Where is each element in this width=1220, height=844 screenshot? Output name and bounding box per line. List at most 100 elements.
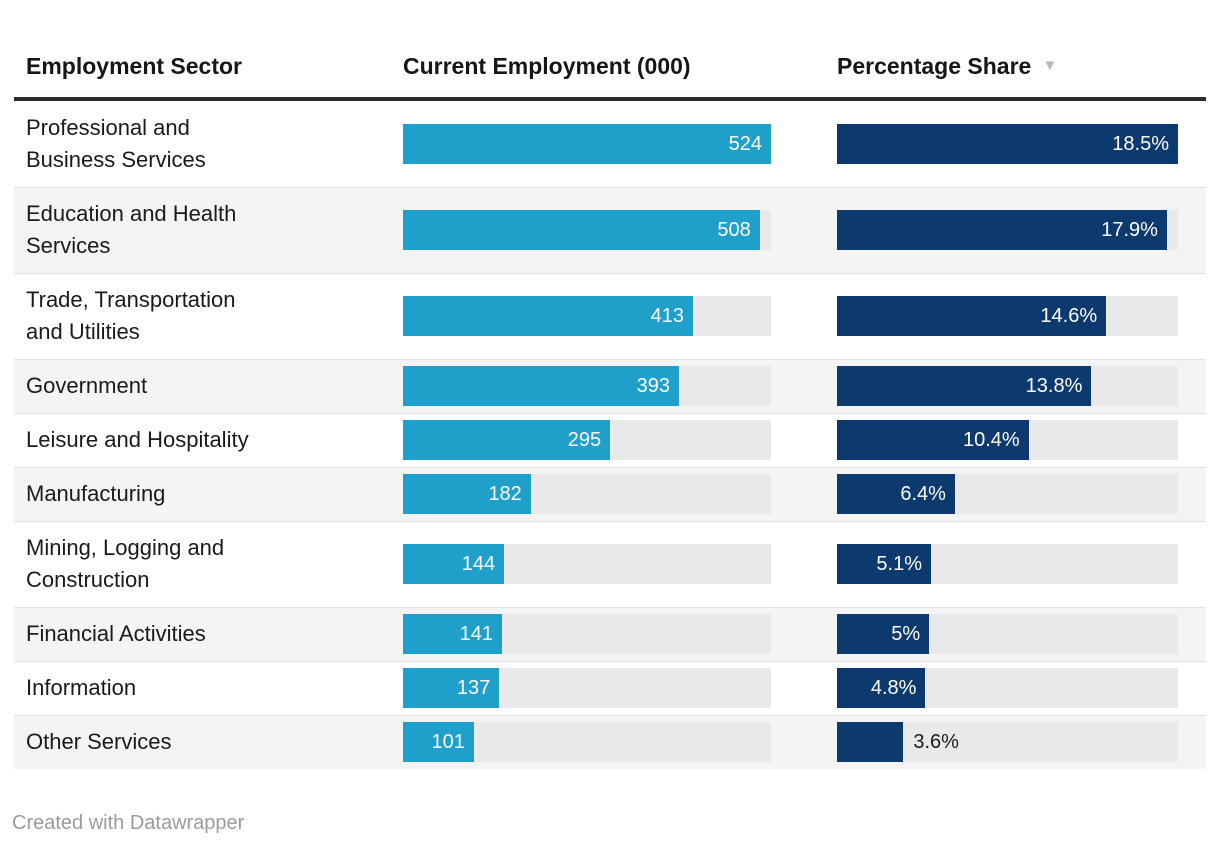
employment-bar: 141 (403, 614, 503, 654)
employment-value-label: 393 (636, 374, 670, 397)
share-value-label: 6.4% (900, 482, 946, 505)
table-body: Professional and Business Services 524 1… (14, 101, 1206, 769)
share-bar-track: 6.4% (837, 474, 1178, 514)
sector-label: Other Services (26, 729, 172, 754)
employment-cell: 508 (403, 210, 771, 250)
share-value-label: 4.8% (870, 676, 917, 699)
sector-label: Mining, Logging and Construction (26, 535, 225, 592)
share-cell: 4.8% (837, 668, 1178, 708)
table-row: Mining, Logging and Construction 144 5.1… (14, 521, 1206, 607)
employment-bar: 413 (403, 296, 694, 336)
sector-cell: Mining, Logging and Construction (14, 521, 403, 607)
employment-bar: 295 (403, 420, 611, 460)
table-row: Trade, Transportation and Utilities 413 … (14, 273, 1206, 359)
employment-cell: 413 (403, 296, 771, 336)
share-value-label: 5% (891, 622, 921, 645)
share-cell: 18.5% (837, 124, 1178, 164)
employment-value-label: 182 (488, 482, 522, 505)
employment-value-label: 295 (567, 428, 602, 451)
employment-bar-track: 508 (403, 210, 771, 250)
col-header-employment-sector[interactable]: Employment Sector (26, 53, 242, 79)
sort-descending-icon: ▼ (1042, 57, 1058, 74)
employment-bar-track: 295 (403, 420, 771, 460)
employment-bar-track: 524 (403, 124, 771, 164)
share-bar-track: 5% (837, 614, 1178, 654)
employment-cell: 182 (403, 474, 771, 514)
employment-bar-track: 101 (403, 722, 771, 762)
sector-cell: Manufacturing (14, 467, 403, 521)
employment-value-label: 413 (650, 304, 685, 327)
employment-cell: 393 (403, 366, 771, 406)
employment-value-label: 141 (459, 622, 494, 645)
share-value-label: 10.4% (962, 428, 1020, 451)
share-bar (837, 722, 904, 762)
share-bar: 17.9% (837, 210, 1167, 250)
share-bar: 13.8% (837, 366, 1092, 406)
share-bar: 6.4% (837, 474, 955, 514)
share-bar: 14.6% (837, 296, 1107, 336)
employment-cell: 524 (403, 124, 771, 164)
employment-bar: 182 (403, 474, 531, 514)
sector-label: Professional and Business Services (26, 115, 206, 172)
sector-cell: Government (14, 359, 403, 413)
share-cell: 13.8% (837, 366, 1178, 406)
share-bar-track: 5.1% (837, 544, 1178, 584)
share-bar-track: 3.6% (837, 722, 1178, 762)
sector-cell: Leisure and Hospitality (14, 413, 403, 467)
employment-value-label: 137 (456, 676, 491, 699)
employment-bar-track: 137 (403, 668, 771, 708)
share-cell: 14.6% (837, 296, 1178, 336)
share-cell: 10.4% (837, 420, 1178, 460)
employment-bar: 393 (403, 366, 679, 406)
share-bar-track: 13.8% (837, 366, 1178, 406)
table-row: Financial Activities 141 5% (14, 607, 1206, 661)
employment-cell: 101 (403, 722, 771, 762)
share-bar-track: 10.4% (837, 420, 1178, 460)
table-row: Government 393 13.8% (14, 359, 1206, 413)
sector-label: Leisure and Hospitality (26, 427, 249, 452)
sector-cell: Professional and Business Services (14, 101, 403, 187)
share-value-label: 5.1% (876, 552, 922, 575)
share-value-label: 17.9% (1101, 218, 1158, 241)
share-cell: 6.4% (837, 474, 1178, 514)
employment-cell: 141 (403, 614, 771, 654)
share-bar-track: 18.5% (837, 124, 1178, 164)
employment-table: Employment Sector Current Employment (00… (14, 30, 1206, 769)
share-bar-track: 4.8% (837, 668, 1178, 708)
sector-cell: Financial Activities (14, 607, 403, 661)
share-bar: 18.5% (837, 124, 1178, 164)
col-header-percentage-share[interactable]: Percentage Share ▼ (837, 52, 1206, 80)
share-bar: 5% (837, 614, 930, 654)
sector-label: Information (26, 675, 137, 700)
share-bar: 5.1% (837, 544, 931, 584)
share-cell: 3.6% (837, 722, 1178, 762)
table-row: Other Services 101 3.6% (14, 715, 1206, 769)
share-bar-track: 17.9% (837, 210, 1178, 250)
share-value-label: 18.5% (1112, 132, 1169, 155)
employment-bar-track: 182 (403, 474, 771, 514)
sector-label: Manufacturing (26, 481, 166, 506)
employment-value-label: 524 (728, 132, 762, 155)
employment-bar: 508 (403, 210, 760, 250)
col-header-current-employment[interactable]: Current Employment (000) (403, 53, 691, 79)
employment-bar: 524 (403, 124, 771, 164)
sector-label: Trade, Transportation and Utilities (26, 287, 236, 344)
employment-cell: 144 (403, 544, 771, 584)
employment-value-label: 508 (717, 218, 751, 241)
employment-value-label: 101 (431, 730, 465, 753)
table-row: Leisure and Hospitality 295 10.4% (14, 413, 1206, 467)
sector-cell: Trade, Transportation and Utilities (14, 273, 403, 359)
sector-cell: Education and Health Services (14, 187, 403, 273)
sector-cell: Other Services (14, 715, 403, 769)
table-row: Information 137 4.8% (14, 661, 1206, 715)
employment-bar-track: 393 (403, 366, 771, 406)
table-header: Employment Sector Current Employment (00… (14, 30, 1206, 101)
employment-bar-track: 413 (403, 296, 771, 336)
employment-bar-track: 141 (403, 614, 771, 654)
employment-cell: 137 (403, 668, 771, 708)
sector-label: Education and Health Services (26, 201, 237, 258)
table-row: Manufacturing 182 6.4% (14, 467, 1206, 521)
table-row: Education and Health Services 508 17.9% (14, 187, 1206, 273)
employment-value-label: 144 (461, 552, 496, 575)
datawrapper-credit-link[interactable]: Created with Datawrapper (12, 812, 245, 834)
